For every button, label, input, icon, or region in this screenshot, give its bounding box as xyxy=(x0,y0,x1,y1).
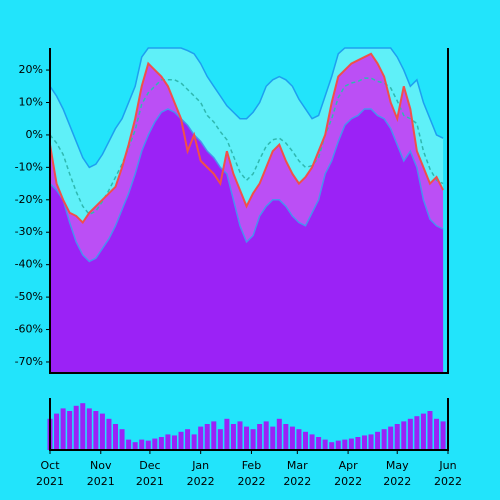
volume-bar xyxy=(388,426,394,450)
volume-bar xyxy=(152,438,158,450)
volume-bar xyxy=(322,439,328,450)
x-tick-label: Nov 2021 xyxy=(86,459,115,488)
x-tick-label: May 2022 xyxy=(383,459,412,488)
volume-bar xyxy=(375,431,381,450)
x-tick-label: Mar 2022 xyxy=(283,459,312,488)
volume-bar xyxy=(244,426,250,450)
volume-bar xyxy=(342,439,348,450)
volume-bar xyxy=(381,429,387,450)
volume-bar xyxy=(60,408,66,450)
volume-bar xyxy=(158,437,164,450)
volume-bar xyxy=(283,424,289,450)
y-tick-label: -70% xyxy=(15,355,43,368)
y-tick-label: -20% xyxy=(15,193,43,206)
volume-bar xyxy=(224,418,230,450)
y-tick-label: 20% xyxy=(19,63,43,76)
volume-bar xyxy=(132,442,138,450)
volume-bar xyxy=(185,429,191,450)
x-tick-label: Jan 2022 xyxy=(186,459,215,488)
volume-bar xyxy=(211,421,217,450)
volume-bar xyxy=(191,434,197,450)
volume-bar xyxy=(217,429,223,450)
y-tick-label: -40% xyxy=(15,258,43,271)
volume-bar xyxy=(165,434,171,450)
upper-line xyxy=(49,47,444,169)
average-line xyxy=(49,77,444,216)
volume-bar xyxy=(73,405,79,450)
volume-bar xyxy=(276,418,282,450)
y-tick-label: -60% xyxy=(15,323,43,336)
volume-bar xyxy=(106,418,112,450)
volume-bar xyxy=(348,438,354,450)
y-tick-label: -10% xyxy=(15,160,43,173)
volume-bar xyxy=(270,426,276,450)
axis-frame xyxy=(49,48,449,374)
volume-bar xyxy=(113,424,119,450)
volume-bar xyxy=(204,424,210,450)
volume-bar xyxy=(303,431,309,450)
x-tick-label: Feb 2022 xyxy=(237,459,266,488)
volume-bar xyxy=(99,413,105,450)
price-line xyxy=(49,52,444,225)
band-area xyxy=(50,108,444,374)
volume-bar xyxy=(427,411,433,450)
volume-bar xyxy=(257,424,263,450)
volume-bar xyxy=(289,426,295,450)
volume-bar xyxy=(407,418,413,450)
volume-bar xyxy=(178,431,184,450)
volume-bar xyxy=(309,434,315,450)
y-tick-label: 10% xyxy=(19,95,43,108)
volume-bar xyxy=(355,437,361,450)
volume-bar xyxy=(414,416,420,450)
volume-bar xyxy=(237,421,243,450)
volume-bar xyxy=(86,408,92,450)
volume-bar xyxy=(198,426,204,450)
volume-bar xyxy=(434,418,440,450)
axis-frame xyxy=(49,398,449,451)
y-tick-label: 0% xyxy=(26,128,43,141)
y-tick-label: -30% xyxy=(15,225,43,238)
volume-bar xyxy=(335,440,341,450)
volume-bar xyxy=(119,429,125,450)
volume-bar xyxy=(296,429,302,450)
volume-bar xyxy=(54,413,60,450)
volume-bar xyxy=(250,429,256,450)
volume-bar xyxy=(394,424,400,450)
volume-bar xyxy=(361,435,367,450)
volume-bar xyxy=(368,434,374,450)
volume-bar xyxy=(401,421,407,450)
lower-line xyxy=(49,108,444,263)
volume-bar xyxy=(67,411,73,450)
volume-bar xyxy=(171,435,177,450)
volume-bar xyxy=(440,421,446,450)
volume-bar xyxy=(316,437,322,450)
volume-bar xyxy=(263,421,269,450)
volume-bar xyxy=(420,413,426,450)
x-tick-label: Jun 2022 xyxy=(434,459,462,488)
y-tick-label: -50% xyxy=(15,290,43,303)
x-tick-label: Apr 2022 xyxy=(334,459,363,488)
volume-bar xyxy=(145,440,151,450)
volume-bar xyxy=(80,403,86,450)
x-tick-label: Oct 2021 xyxy=(36,459,64,488)
x-tick-label: Dec 2021 xyxy=(135,459,164,488)
volume-bar xyxy=(126,439,132,450)
volume-bar xyxy=(93,411,99,450)
volume-bar xyxy=(230,424,236,450)
volume-bar xyxy=(139,439,145,450)
volume-bar xyxy=(329,442,335,450)
